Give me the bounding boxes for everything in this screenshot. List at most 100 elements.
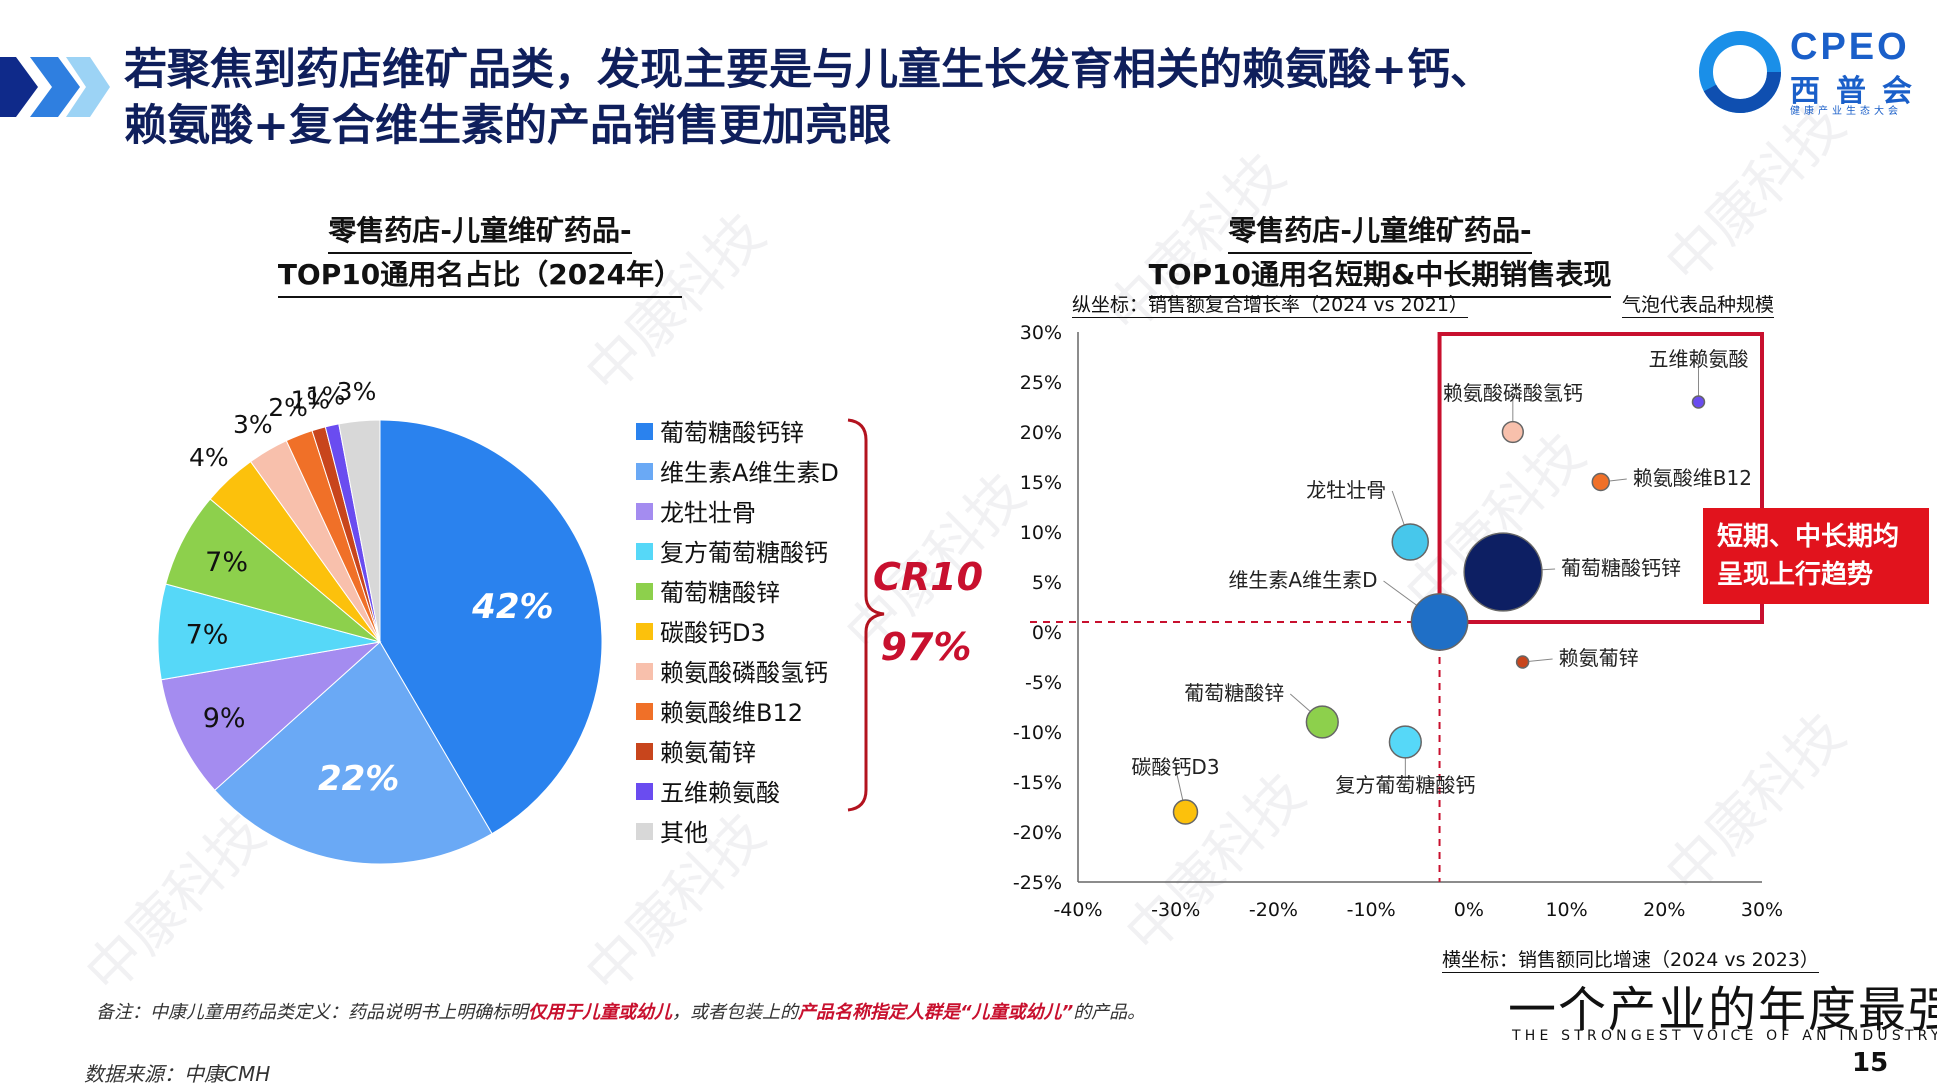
y-tick-label: 30% [1020,322,1062,344]
footnote: 备注：中康儿童用药品类定义：药品说明书上明确标明仅用于儿童或幼儿，或者包装上的产… [96,998,1145,1024]
x-tick-label: 30% [1741,899,1783,921]
footnote-highlight1: 仅用于儿童或幼儿 [528,1002,672,1023]
footnote-mid: ，或者包装上的 [672,1002,798,1023]
pie-chart-title: 零售药店-儿童维矿药品- TOP10通用名占比（2024年） [260,210,700,298]
pie-data-label: 7% [186,619,229,650]
callout-line2: 呈现上行趋势 [1717,560,1874,590]
pie-data-label: 3% [233,410,273,439]
bubble-label: 维生素A维生素D [1228,568,1377,592]
bubble-title-line1: 零售药店-儿童维矿药品- [1228,210,1532,254]
chevron-arrows-icon [0,57,110,117]
y-tick-label: -25% [1013,872,1062,894]
bubble-point [1172,799,1199,825]
y-tick-label: -20% [1013,822,1062,844]
y-tick-label: 15% [1020,472,1062,494]
legend-swatch [636,463,653,480]
bubble-chart-title: 零售药店-儿童维矿药品- TOP10通用名短期&中长期销售表现 [1120,210,1640,298]
bubble-point [1463,532,1543,612]
legend-swatch [636,423,653,440]
cpeo-logo: CPEO 西普会 健康产业生态大会 [1690,22,1930,118]
x-tick-label: -20% [1249,899,1298,921]
bubble-point [1410,593,1469,651]
cr10-brace [847,418,885,812]
logo-brand: CPEO [1790,26,1910,68]
pie-data-label: 9% [203,703,246,734]
slide-title: 若聚焦到药店维矿品类，发现主要是与儿童生长发育相关的赖氨酸+钙、 赖氨酸+复合维… [124,42,1644,154]
y-axis-note: 纵坐标：销售额复合增长率（2024 vs 2021） [1072,290,1468,318]
trend-callout: 短期、中长期均 呈现上行趋势 [1703,508,1929,604]
bubble-point [1515,655,1530,669]
cr10-value: 97% [881,625,972,669]
slogan: 一个产业的年度最强音 [1508,982,1937,1038]
legend-swatch [636,543,653,560]
legend-swatch [636,583,653,600]
slide-title-line1: 若聚焦到药店维矿品类，发现主要是与儿童生长发育相关的赖氨酸+钙、 [124,45,1494,95]
bubble-point [1691,395,1706,409]
bubble-label: 赖氨葡锌 [1559,646,1639,670]
legend-label: 赖氨酸维B12 [660,699,803,727]
legend-label: 赖氨酸磷酸氢钙 [660,659,828,687]
footnote-highlight2: 产品名称指定人群是“儿童或幼儿” [798,1002,1074,1023]
logo-ring-icon [1699,31,1781,113]
y-tick-label: -5% [1025,672,1062,694]
pie-data-label: 3% [337,377,377,406]
bubble-label: 葡萄糖酸钙锌 [1561,556,1681,580]
pie-data-label: 7% [205,547,248,578]
legend-label: 其他 [660,819,708,847]
x-axis-note: 横坐标：销售额同比增速（2024 vs 2023） [1442,945,1819,973]
legend-swatch [636,663,653,680]
x-tick-label: -30% [1151,899,1200,921]
bubble-label: 五维赖氨酸 [1648,347,1748,371]
y-tick-label: -15% [1013,772,1062,794]
bubble-label: 赖氨酸磷酸氢钙 [1443,381,1583,405]
pie-data-label: 42% [471,587,553,627]
y-tick-label: 25% [1020,372,1062,394]
legend-label: 赖氨葡锌 [660,739,756,767]
y-tick-label: -10% [1013,722,1062,744]
y-tick-label: 0% [1032,622,1062,644]
bubble-label: 赖氨酸维B12 [1633,466,1752,490]
callout-line1: 短期、中长期均 [1717,522,1900,552]
legend-label: 五维赖氨酸 [660,779,780,807]
pie-data-label: 4% [189,443,229,472]
bubble-label: 葡萄糖酸锌 [1184,681,1284,705]
legend-label: 葡萄糖酸钙锌 [660,419,804,447]
slide-title-line2: 赖氨酸+复合维生素的产品销售更加亮眼 [124,101,892,151]
legend-swatch [636,823,653,840]
legend-swatch [636,503,653,520]
pie-title-line2: TOP10通用名占比（2024年） [277,254,683,298]
bubble-label: 复方葡萄糖酸钙 [1335,773,1475,797]
bubble-label: 龙牡壮骨 [1306,478,1386,502]
legend-label: 龙牡壮骨 [660,499,756,527]
pie-title-line1: 零售药店-儿童维矿药品- [328,210,632,254]
page-number: 15 [1852,1048,1889,1078]
y-tick-label: 5% [1032,572,1062,594]
x-tick-label: 20% [1643,899,1685,921]
x-tick-label: 0% [1454,899,1484,921]
pie-slice [214,641,493,865]
legend-label: 碳酸钙D3 [660,619,766,647]
bubble-point [1591,472,1611,492]
y-tick-label: 10% [1020,522,1062,544]
bubble-point [1391,523,1429,561]
logo-brand-sub: 健康产业生态大会 [1790,106,1902,117]
pie-slice [338,419,381,643]
pie-slice [379,419,603,835]
bubble-label: 碳酸钙D3 [1131,755,1219,779]
data-source: 数据来源：中康CMH [84,1062,271,1086]
pie-data-label: 22% [318,759,399,799]
bubble-point [1501,420,1524,444]
pie-data-label: 1% [291,386,331,415]
pie-data-label: 2% [268,393,308,422]
highlight-quadrant-box [1437,332,1764,624]
footnote-suffix: 的产品。 [1073,1002,1146,1023]
legend-swatch [636,623,653,640]
footnote-prefix: 备注：中康儿童用药品类定义：药品说明书上明确标明 [96,1002,528,1023]
cr10-label: CR10 [873,555,983,599]
bubble-point [1305,705,1339,739]
x-tick-label: -10% [1347,899,1396,921]
legend-label: 维生素A维生素D [660,459,839,487]
pie-data-label: 1% [306,382,346,411]
x-tick-label: 10% [1545,899,1587,921]
